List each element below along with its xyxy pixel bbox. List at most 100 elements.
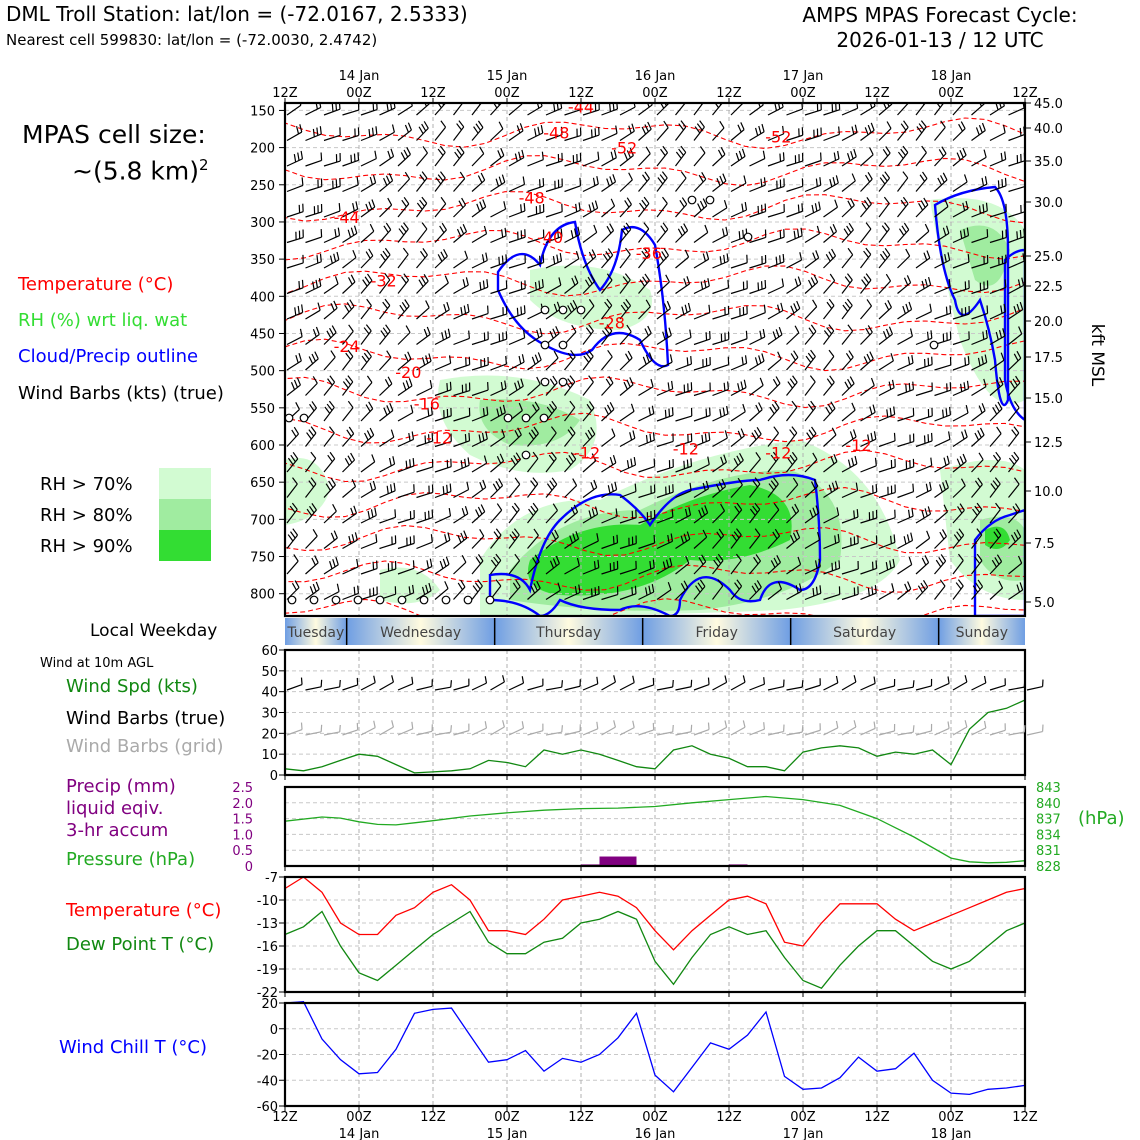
barb-feather xyxy=(481,254,485,263)
barb-feather xyxy=(318,278,322,287)
barb-shaft xyxy=(545,432,557,447)
barb-shaft xyxy=(323,407,335,422)
wind-barb xyxy=(675,408,693,422)
barb-shaft xyxy=(823,255,836,269)
wind-barb xyxy=(582,401,595,422)
wind-barb xyxy=(564,299,578,320)
barb-feather xyxy=(287,457,294,465)
wind-barb xyxy=(379,124,395,142)
barb-shaft xyxy=(952,103,965,116)
barb-shaft xyxy=(305,261,322,269)
barb-feather xyxy=(458,120,465,128)
wind-barb xyxy=(397,510,415,524)
barb-shaft xyxy=(582,593,600,601)
barb-feather xyxy=(760,178,763,187)
barb-feather xyxy=(643,222,650,230)
barb-feather xyxy=(521,149,525,158)
wind-barb xyxy=(656,582,672,600)
barb-shaft xyxy=(786,235,803,244)
barb-feather xyxy=(353,153,356,162)
barb-feather xyxy=(851,402,856,411)
wind-barb xyxy=(286,502,298,524)
barb-shaft xyxy=(749,262,766,269)
barb-feather xyxy=(825,406,831,415)
barb-feather xyxy=(956,152,961,161)
wind-barb xyxy=(934,120,946,141)
barb-feather xyxy=(921,145,927,153)
y-tick-label: 20 xyxy=(261,727,278,742)
barb-feather xyxy=(1014,503,1021,511)
barb-feather xyxy=(368,201,373,210)
wind-barb xyxy=(730,201,748,218)
wind-barb xyxy=(490,331,508,346)
barb-feather xyxy=(686,459,689,468)
barb-shaft xyxy=(823,356,835,371)
barb-shaft xyxy=(897,466,914,473)
wind-barb xyxy=(564,250,580,269)
barb-shaft xyxy=(619,254,631,269)
barb-feather xyxy=(945,225,950,234)
wind-barb xyxy=(360,560,378,575)
wind-barb xyxy=(823,533,840,550)
barb-shaft xyxy=(786,108,803,116)
barb-shaft xyxy=(638,542,655,550)
barb-shaft xyxy=(1027,211,1043,217)
wind-barb xyxy=(952,453,967,473)
barb-feather xyxy=(723,382,726,391)
nearest-cell-subtitle: Nearest cell 599830: lat/lon = (-72.0030… xyxy=(6,31,378,49)
barb-shaft xyxy=(971,509,983,524)
wind-barb xyxy=(471,529,485,549)
barb-feather xyxy=(462,279,466,288)
barb-shaft xyxy=(1008,260,1025,269)
wind-barb xyxy=(545,326,560,345)
barb-shaft xyxy=(804,684,821,691)
wind-barb xyxy=(730,379,747,397)
barb-feather xyxy=(946,455,950,464)
wind-barb xyxy=(416,484,434,499)
barb-shaft xyxy=(453,440,470,448)
barb-shaft xyxy=(342,684,358,691)
barb-feather xyxy=(306,508,313,517)
barb-feather xyxy=(310,451,317,459)
barb-feather xyxy=(993,531,999,539)
barb-shaft xyxy=(971,434,985,447)
barb-shaft xyxy=(915,152,927,167)
barb-shaft xyxy=(360,682,376,691)
barb-feather xyxy=(666,300,671,309)
barb-shaft xyxy=(952,460,967,473)
barb-feather xyxy=(870,432,874,441)
barb-feather xyxy=(847,200,853,209)
barb-shaft xyxy=(453,337,470,346)
barb-feather xyxy=(596,676,599,684)
barb-shaft xyxy=(915,440,933,448)
barb-feather xyxy=(996,426,1002,434)
barb-feather xyxy=(741,203,744,212)
surface-wind-barb xyxy=(1008,725,1026,736)
barb-shaft xyxy=(582,305,595,320)
barb-feather xyxy=(633,456,637,466)
wind-barb xyxy=(601,375,614,396)
barb-feather xyxy=(477,120,484,128)
wind-barb xyxy=(693,382,711,397)
barb-shaft xyxy=(934,560,947,575)
wind-barb xyxy=(508,579,521,600)
barb-feather xyxy=(348,324,354,332)
barb-feather xyxy=(854,124,858,133)
wind-barb xyxy=(952,254,970,269)
barb-feather xyxy=(979,427,985,436)
barb-feather xyxy=(853,720,857,728)
barb-feather xyxy=(475,509,480,517)
barb-feather xyxy=(737,383,741,392)
barb-shaft xyxy=(675,203,688,218)
barb-shaft xyxy=(619,204,632,218)
barb-shaft xyxy=(804,407,816,422)
barb-feather xyxy=(813,274,819,283)
pressure-tick-label: 500 xyxy=(250,365,275,380)
y-tick-label: 0 xyxy=(270,769,278,784)
y-tick-label: -10 xyxy=(257,894,278,909)
barb-feather xyxy=(795,530,801,538)
barb-shaft xyxy=(342,159,359,167)
barb-shaft xyxy=(878,413,895,422)
calm-wind-circle xyxy=(705,195,715,205)
barb-feather xyxy=(300,150,304,159)
